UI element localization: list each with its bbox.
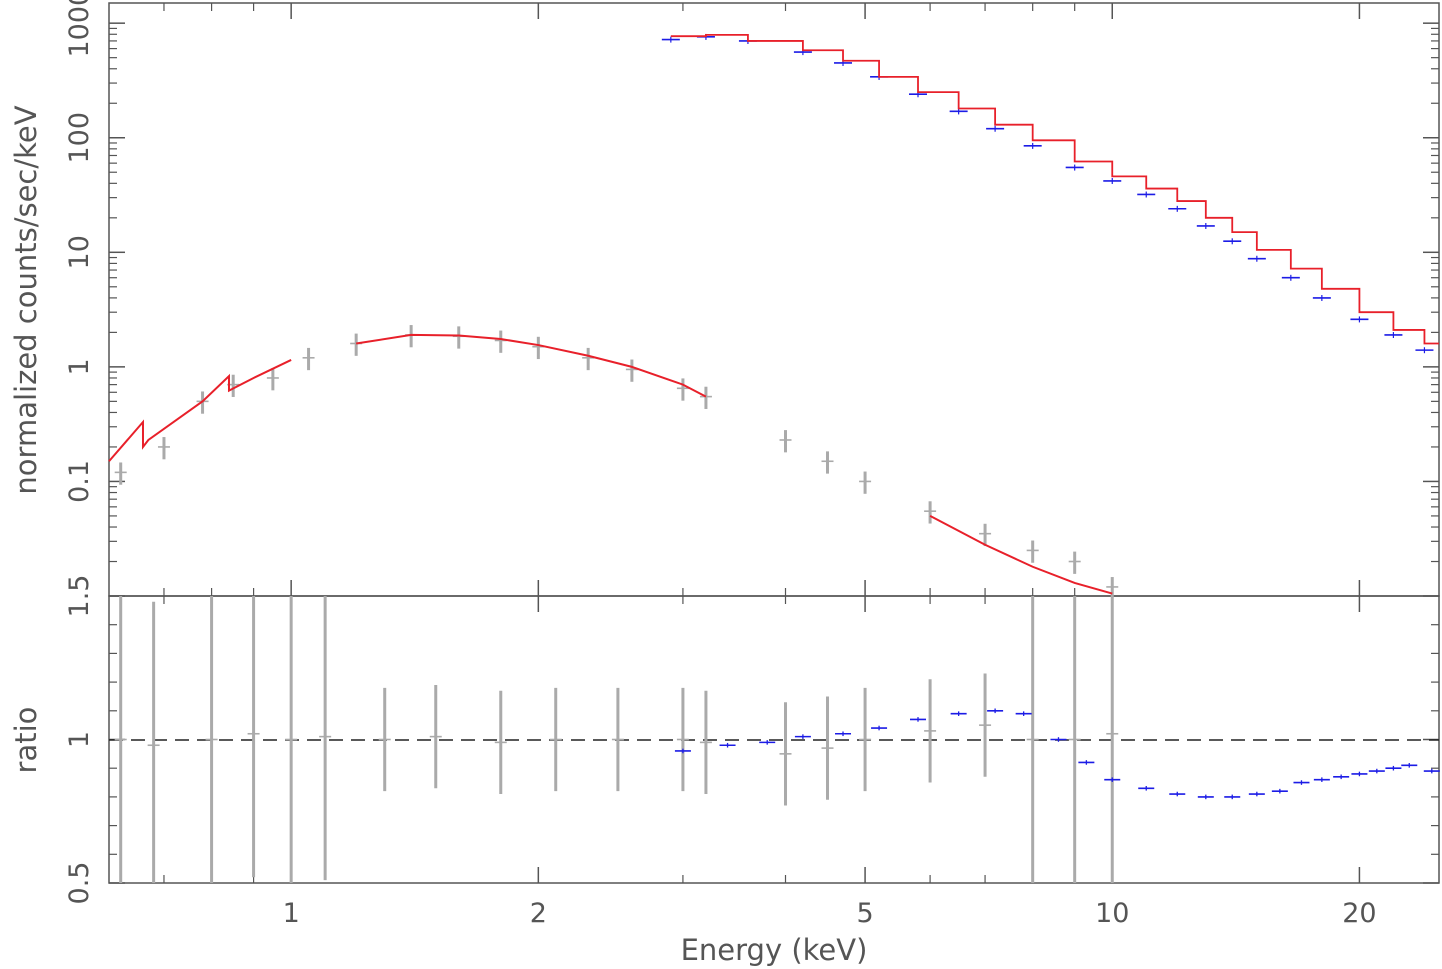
y-tick-label-ratio: 1 <box>64 731 95 748</box>
y-tick-label-ratio: 1.5 <box>64 575 95 618</box>
x-tick-label: 2 <box>530 898 547 929</box>
y-tick-label-ratio: 0.5 <box>64 862 95 905</box>
model-line <box>108 333 1113 595</box>
y-tick-label-top: 0.1 <box>64 460 95 503</box>
top-panel-ticks: 0.1 1 10 100 1000 <box>64 0 1439 596</box>
model-step-line <box>670 34 1439 345</box>
y-axis-label-top: normalized counts/sec/keV <box>9 105 43 494</box>
x-tick-label: 20 <box>1342 898 1376 929</box>
y-tick-label-top: 1000 <box>64 0 95 58</box>
x-tick-label: 10 <box>1095 898 1129 929</box>
spectrum-series <box>108 33 1439 596</box>
ratio-panel-ticks: 1 2 5 10 20 0.5 1 1.5 <box>64 575 1439 929</box>
y-tick-label-top: 10 <box>64 235 95 269</box>
x-axis-label: Energy (keV) <box>681 933 868 967</box>
y-axis-label-ratio: ratio <box>9 707 43 774</box>
x-tick-label: 1 <box>283 898 300 929</box>
x-tick-label: 5 <box>856 898 873 929</box>
y-tick-label-top: 100 <box>64 112 95 164</box>
ratio-series <box>114 596 1440 883</box>
y-tick-label-top: 1 <box>64 358 95 375</box>
top-panel-frame <box>108 2 1440 597</box>
